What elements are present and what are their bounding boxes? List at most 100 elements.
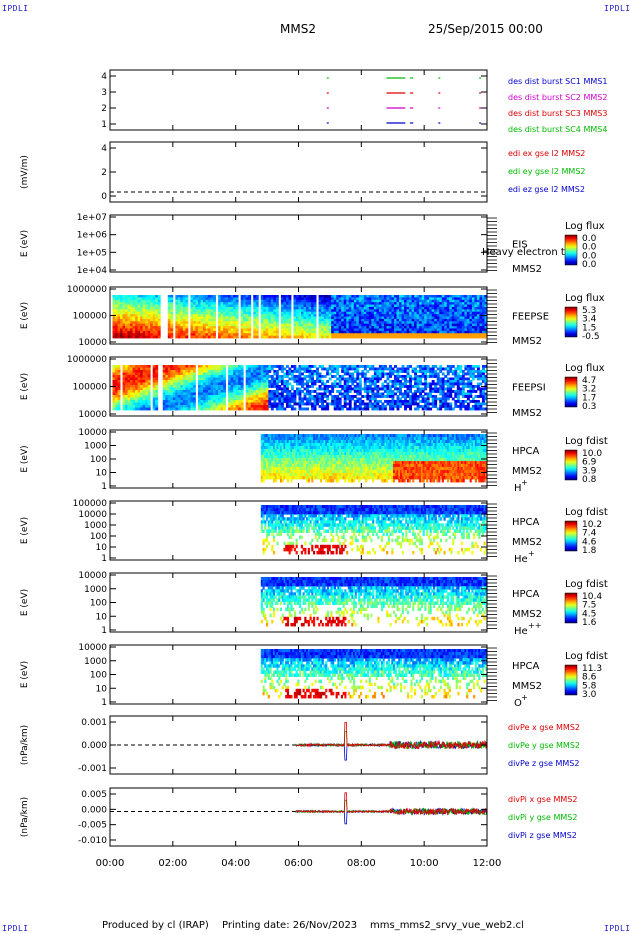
- panel-feepse-cell: [213, 304, 216, 308]
- panel-feepse-cell: [341, 309, 345, 313]
- panel-feepsi-cell: [436, 382, 440, 386]
- panel-feepsi-cell: [426, 367, 430, 371]
- panel-feepse-cell: [424, 328, 428, 332]
- panel-feepsi-cell: [459, 400, 463, 403]
- panel-feepse-cell: [441, 328, 445, 332]
- panel-feepse-cell: [177, 321, 181, 325]
- panel-feepse-cell: [394, 328, 397, 332]
- panel-feepsi-cell: [436, 387, 440, 391]
- panel-feepse-cell: [399, 314, 402, 317]
- panel-feepse-cell: [112, 335, 116, 339]
- panel-feepsi-cell: [331, 387, 335, 391]
- panel-feepsi-cell: [461, 375, 465, 378]
- panel-feepsi-cell: [376, 377, 380, 381]
- panel-feepsi-cell: [245, 365, 249, 368]
- panel-feepse-cell: [388, 328, 392, 332]
- panel-feepse-cell: [424, 335, 428, 339]
- panel-feepse-cell: [223, 316, 227, 320]
- panel-feepse-cell: [383, 295, 387, 298]
- panel-feepsi-cell: [333, 370, 337, 373]
- panel-feepse-cell: [135, 311, 139, 315]
- panel-feepsi-cell: [451, 390, 455, 393]
- panel-feepsi-cell: [137, 370, 141, 373]
- panel-feepsi-cell: [331, 367, 335, 371]
- panel-feepsi-cell: [127, 370, 131, 373]
- panel-feepse-cell: [333, 333, 337, 337]
- panel-feepse-cell: [182, 299, 186, 303]
- panel-feepse-cell: [185, 333, 189, 337]
- panel-feepsi-cell: [190, 372, 194, 376]
- panel-feepse-cell: [348, 306, 352, 310]
- panel-feepsi-cell: [180, 407, 184, 411]
- panel-feepse-cell: [449, 309, 453, 313]
- panel-feepsi-cell: [441, 397, 445, 401]
- panel-feepse-cell: [376, 295, 380, 298]
- panel-hpca_h-cell: [267, 443, 270, 447]
- panel-feepsi-cell: [336, 405, 340, 408]
- panel-feepse-cell: [248, 314, 252, 317]
- panel-feepsi-cell: [167, 392, 171, 396]
- panel-feepsi-cell: [303, 397, 307, 401]
- panel-feepsi-cell: [436, 397, 440, 401]
- panel-feepsi-cell: [208, 387, 211, 391]
- panel-feepse-cell: [358, 330, 362, 334]
- panel-feepse-cell: [240, 297, 244, 301]
- panel-feepse-cell: [205, 318, 209, 322]
- panel-feepsi-cell: [142, 385, 146, 388]
- panel-feepse-cell: [404, 304, 407, 308]
- panel-feepse-cell: [426, 314, 430, 317]
- panel-feepse-cell: [255, 333, 259, 337]
- panel-feepsi-cell: [270, 397, 274, 401]
- panel-feepsi-cell: [424, 392, 428, 396]
- panel-feepse-cell: [446, 299, 450, 303]
- panel-feepsi-cell: [348, 387, 352, 391]
- panel-feepse-cell: [429, 311, 433, 315]
- panel-feepsi-cell: [449, 365, 453, 368]
- panel-feepse-cell: [406, 318, 410, 322]
- panel-feepsi-cell: [285, 400, 289, 403]
- panel-feepsi-cell: [368, 405, 372, 408]
- panel-feepsi-cell: [263, 397, 267, 401]
- panel-feepsi-cell: [481, 380, 485, 383]
- panel-feepse-cell: [333, 323, 337, 327]
- panel-feepse-cell: [464, 333, 468, 337]
- panel-feepsi-cell: [290, 395, 294, 398]
- panel-feepse-cell: [223, 297, 227, 301]
- panel-hpca_h-cell: [266, 437, 269, 441]
- panel-feepse-cell: [228, 335, 232, 339]
- panel-feepsi-cell: [373, 372, 377, 376]
- panel-feepsi-cell: [321, 400, 325, 403]
- panel-feepsi-cell: [215, 372, 219, 376]
- panel-feepsi-cell: [323, 407, 327, 411]
- panel-feepsi-cell: [142, 377, 146, 381]
- panel-feepsi-cell: [434, 372, 438, 376]
- panel-feepsi-cell: [233, 387, 237, 391]
- panel-feepsi-cell: [223, 382, 227, 386]
- panel-feepse-cell: [399, 299, 402, 303]
- panel-feepse-cell: [273, 297, 277, 301]
- panel-feepse-cell: [150, 335, 154, 339]
- panel-feepsi-cell: [223, 367, 227, 371]
- spacecraft-title: MMS2: [280, 22, 316, 36]
- panel-feepsi-cell: [132, 390, 136, 393]
- panel-feepse-cell: [346, 299, 350, 303]
- panel-feepse-cell: [366, 321, 370, 325]
- panel-feepsi-cell: [348, 365, 352, 368]
- panel-feepsi-cell: [205, 365, 209, 368]
- panel-feepse-cell: [268, 295, 272, 298]
- panel-feepse-cell: [170, 295, 174, 298]
- panel-feepse-cell: [474, 314, 478, 317]
- panel-feepse-cell: [424, 314, 428, 317]
- panel-feepsi-cell: [235, 370, 239, 373]
- panel-feepsi-cell: [351, 372, 355, 376]
- panel-feepse-cell: [331, 326, 335, 329]
- panel-feepse-cell: [436, 316, 440, 320]
- panel-feepsi-cell: [343, 370, 347, 373]
- panel-feepse-cell: [135, 302, 139, 305]
- panel-feepsi-cell: [323, 367, 327, 371]
- panel-feepsi-cell: [399, 405, 402, 408]
- panel-feepse-cell: [228, 314, 232, 317]
- panel-feepsi-cell: [301, 397, 304, 401]
- panel-feepsi-cell: [135, 405, 139, 408]
- panel-feepse-cell: [409, 299, 412, 303]
